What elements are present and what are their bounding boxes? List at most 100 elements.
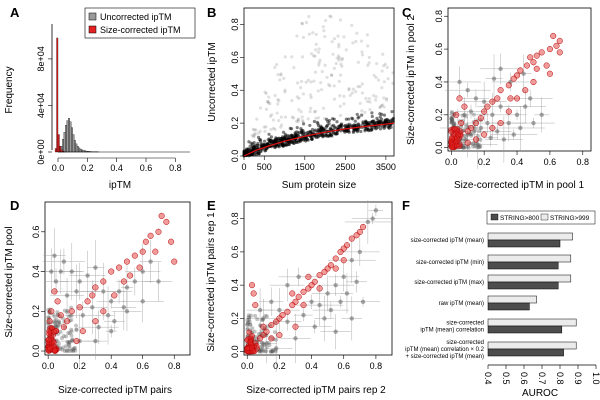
panel-b-y-ticks: 0.0 0.2 0.4 0.6 0.8 xyxy=(230,18,244,162)
scatter-point xyxy=(267,132,271,136)
highlight-point xyxy=(316,285,323,292)
scatter-point xyxy=(461,141,466,146)
highlight-point xyxy=(142,238,149,245)
scatter-point xyxy=(319,88,324,92)
scatter-point xyxy=(368,100,372,104)
scatter-point xyxy=(336,54,340,58)
x-tick-label: 0.7 xyxy=(537,372,547,385)
highlight-point xyxy=(64,318,71,325)
scatter-point xyxy=(295,130,299,134)
highlight-point xyxy=(247,339,254,346)
highlight-point xyxy=(522,87,529,94)
scatter-point xyxy=(306,78,310,82)
scatter-point xyxy=(259,340,264,345)
x-tick-label: 1.0 xyxy=(591,372,600,385)
scatter-point xyxy=(462,137,467,142)
y-tick-label: 0.0 xyxy=(434,141,444,154)
scatter-point xyxy=(471,120,476,125)
scatter-point xyxy=(337,58,341,62)
scatter-point xyxy=(259,349,264,354)
scatter-point xyxy=(260,347,265,352)
scatter-point xyxy=(258,323,263,328)
scatter-point xyxy=(375,126,379,130)
highlight-point xyxy=(321,268,328,275)
scatter-point xyxy=(327,121,331,126)
x-tick-label: 500 xyxy=(257,162,272,172)
panel-a-bars xyxy=(54,37,100,153)
scatter-point xyxy=(367,55,371,59)
panel-c-x-ticks: 0.0 0.2 0.4 0.6 0.8 xyxy=(445,151,589,167)
scatter-point xyxy=(273,93,277,98)
scatter-point xyxy=(58,329,63,334)
scatter-point xyxy=(350,23,354,27)
scatter-point xyxy=(252,132,256,136)
auroc-bar-string800 xyxy=(487,302,530,311)
scatter-point xyxy=(346,129,350,133)
scatter-point xyxy=(472,129,477,134)
histogram-bar xyxy=(72,134,75,153)
panel-c-y-ticks: 0.0 0.2 0.4 0.6 0.8 xyxy=(434,10,448,154)
scatter-point xyxy=(337,124,341,128)
scatter-point xyxy=(292,66,296,70)
scatter-point xyxy=(338,18,343,22)
scatter-point xyxy=(359,129,363,134)
scatter-point xyxy=(249,141,253,145)
scatter-point xyxy=(390,110,394,114)
scatter-point xyxy=(357,249,363,255)
scatter-point xyxy=(358,84,362,89)
scatter-point xyxy=(478,125,484,131)
legend-corrected-swatch xyxy=(88,25,97,34)
scatter-point xyxy=(270,349,275,354)
panel-a-legend: Uncorrected ipTM Size-corrected ipTM xyxy=(84,7,196,39)
scatter-point xyxy=(254,132,258,136)
scatter-point xyxy=(274,62,279,67)
auroc-bar-string999 xyxy=(487,254,572,263)
panel-d-frame xyxy=(44,201,191,356)
scatter-point xyxy=(285,319,290,324)
highlight-point xyxy=(108,268,115,275)
highlight-point xyxy=(257,335,264,342)
highlight-point xyxy=(79,328,86,335)
x-tick-label: 0.4 xyxy=(305,361,318,371)
scatter-point xyxy=(290,99,294,103)
category-label: ipTM (mean) correlation xyxy=(420,328,484,334)
highlight-point xyxy=(136,264,143,271)
x-tick-label: 0.5 xyxy=(501,372,511,385)
scatter-point xyxy=(105,313,111,318)
scatter-point xyxy=(514,112,520,118)
y-tick-label: 0.6 xyxy=(230,51,240,64)
y-tick-label: 8e+04 xyxy=(36,46,46,71)
highlight-point xyxy=(46,318,53,325)
scatter-point xyxy=(347,87,351,91)
scatter-point xyxy=(291,116,296,120)
highlight-point xyxy=(467,124,475,132)
scatter-point xyxy=(246,315,251,320)
scatter-point xyxy=(268,114,273,118)
scatter-point xyxy=(289,127,294,131)
scatter-point xyxy=(350,91,354,95)
highlight-point xyxy=(289,302,296,309)
scatter-point xyxy=(299,79,304,84)
scatter-point xyxy=(276,73,280,77)
scatter-point xyxy=(359,39,364,43)
x-tick-label: 0.4 xyxy=(110,163,123,173)
y-tick-label: 0.2 xyxy=(31,305,41,318)
scatter-point xyxy=(485,120,490,126)
scatter-point xyxy=(264,148,268,153)
scatter-point xyxy=(349,123,354,127)
y-tick-label: 0.6 xyxy=(230,246,240,259)
highlight-point xyxy=(54,298,61,305)
scatter-point xyxy=(353,119,357,123)
scatter-point xyxy=(368,107,372,112)
histogram-bar xyxy=(73,140,76,153)
scatter-point xyxy=(468,109,474,114)
scatter-point xyxy=(258,138,262,142)
scatter-point xyxy=(64,293,70,298)
scatter-point xyxy=(391,120,395,124)
scatter-point xyxy=(301,312,306,318)
scatter-point xyxy=(384,98,389,102)
scatter-point xyxy=(121,305,127,310)
scatter-point xyxy=(378,127,383,131)
scatter-point xyxy=(360,53,365,57)
scatter-point xyxy=(268,335,273,340)
